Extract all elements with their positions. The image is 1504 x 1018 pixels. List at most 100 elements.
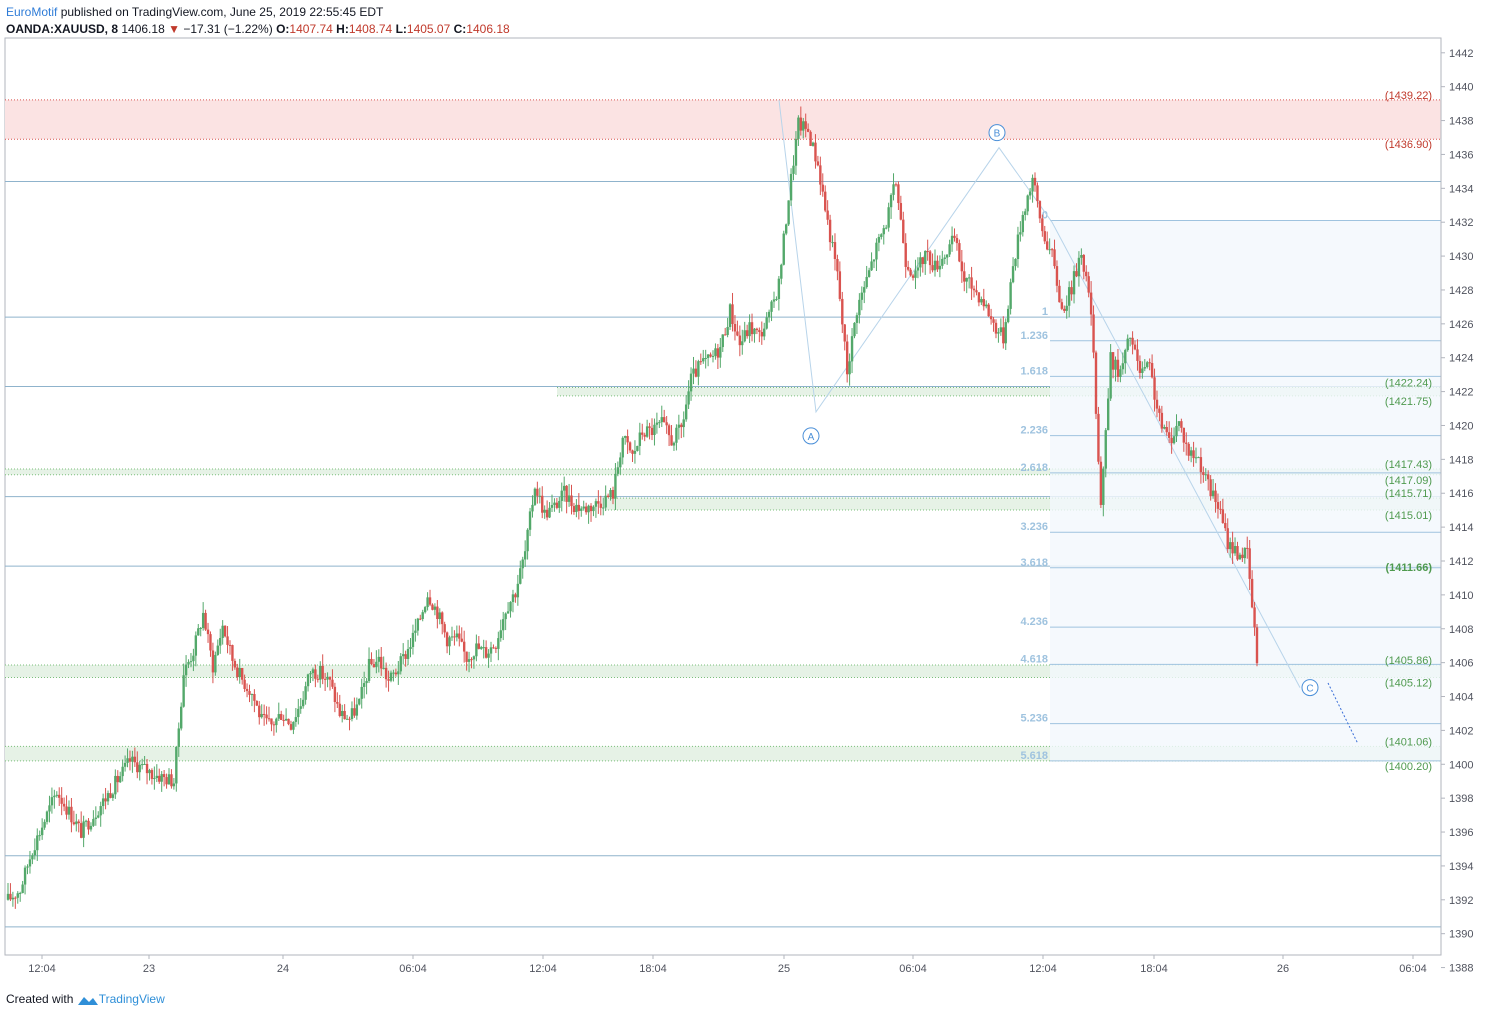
candle-body	[1011, 266, 1015, 283]
candle-body	[23, 867, 27, 885]
candle-body	[184, 664, 188, 676]
zone-support	[557, 387, 1441, 396]
candle-body	[350, 708, 354, 720]
candle-body	[824, 191, 827, 211]
candle-body	[423, 607, 427, 613]
candle-body	[924, 250, 927, 265]
candle-body	[1214, 490, 1217, 503]
candle-body	[772, 299, 776, 302]
candle-body	[1187, 443, 1190, 456]
candle-body	[326, 676, 329, 680]
candle-body	[33, 850, 37, 856]
candle-body	[606, 495, 610, 498]
close-label: C:	[453, 22, 467, 36]
candle-body	[470, 659, 473, 661]
price-chart[interactable]: 0 1 1.236 1.618 2.236 2.618 3.236 3.618 4.236 4.6…	[0, 0, 1504, 988]
candle-body	[426, 597, 429, 608]
elliott-wave-lines: A B C	[778, 100, 1359, 745]
candle-body	[985, 304, 988, 307]
candle-body	[392, 672, 395, 674]
candle-body	[677, 424, 681, 428]
candle-body	[628, 442, 632, 451]
candle-body	[1224, 522, 1227, 529]
candle-body	[750, 322, 754, 335]
price-tick-label: 1394	[1449, 861, 1473, 873]
candle-body	[1197, 457, 1200, 459]
candle-body	[189, 661, 193, 663]
candle-body	[643, 434, 646, 437]
level-label: (1411.66)	[1386, 562, 1433, 574]
candle-body	[553, 502, 556, 505]
candle-body	[511, 594, 515, 602]
candle-body	[1199, 457, 1203, 473]
candle-body	[211, 650, 215, 673]
candle-body	[1143, 367, 1146, 369]
candle-body	[128, 758, 132, 762]
candle-body	[1146, 362, 1149, 368]
candle-body	[138, 764, 141, 773]
price-tick-label: 1442	[1449, 48, 1473, 60]
candle-body	[684, 404, 688, 420]
candle-body	[980, 299, 983, 303]
candle-body	[1243, 547, 1247, 559]
candle-body	[1248, 548, 1251, 579]
candle-body	[494, 647, 498, 649]
candle-body	[36, 835, 39, 851]
last-price: 1406.18	[121, 22, 165, 36]
candle-body	[65, 806, 68, 815]
candle-body	[1250, 578, 1254, 608]
candle-body	[1106, 398, 1110, 431]
candle-body	[384, 667, 388, 680]
candle-body	[1058, 285, 1061, 303]
candle-body	[328, 676, 332, 680]
candle-body	[445, 632, 449, 647]
candle-body	[377, 656, 380, 662]
price-tick-label: 1432	[1449, 217, 1473, 229]
zone-label-top: (1415.71)	[1385, 488, 1432, 500]
candle-body	[394, 672, 398, 675]
zone-label-top: (1439.22)	[1385, 90, 1432, 102]
candle-body	[280, 714, 283, 720]
candle-body	[389, 672, 393, 681]
candle-body	[1097, 413, 1100, 462]
candle-body	[238, 667, 241, 678]
candle-body	[126, 758, 129, 763]
candle-body	[916, 267, 920, 271]
candle-body	[209, 634, 212, 651]
candle-body	[860, 292, 864, 300]
candle-body	[306, 674, 310, 687]
candle-body	[1204, 474, 1207, 476]
close-value: 1406.18	[466, 22, 510, 36]
candle-body	[545, 509, 549, 518]
candle-body	[1087, 276, 1090, 293]
wave-marker	[988, 124, 1006, 142]
candle-body	[1172, 436, 1176, 444]
time-tick-label: 12:04	[529, 963, 557, 975]
candle-body	[1072, 271, 1076, 295]
tradingview-link[interactable]: TradingView	[98, 992, 165, 1006]
price-tick-label: 1412	[1449, 556, 1473, 568]
author-link[interactable]: EuroMotif	[6, 5, 58, 19]
candle-body	[428, 597, 432, 605]
time-axis[interactable]: 12:04 23 24 06:04 12:04 18:04 25 06:04 12:04 18:0…	[28, 955, 1427, 975]
candle-body	[1065, 305, 1068, 311]
candle-body	[748, 322, 751, 337]
candle-body	[514, 594, 517, 598]
fib-ratio-label: 5.236	[1020, 713, 1048, 725]
candle-body	[562, 485, 566, 491]
candle-body	[963, 271, 966, 282]
candle-body	[111, 794, 115, 798]
candle-body	[72, 822, 76, 825]
candle-body	[582, 506, 585, 509]
candle-body	[589, 505, 593, 512]
price-axis[interactable]: 1388 1390 1392 1394 1396 1398 1400 1402 1404 1406…	[1440, 38, 1473, 975]
zone-resistance	[5, 99, 1441, 140]
candle-body	[260, 713, 263, 718]
candle-body	[70, 806, 73, 823]
candle-body	[272, 724, 276, 726]
candle-body	[716, 348, 720, 358]
fib-ratio-label: 1.618	[1020, 365, 1048, 377]
candle-body	[343, 710, 346, 720]
candle-body	[87, 820, 90, 830]
open-label: O:	[276, 22, 290, 36]
